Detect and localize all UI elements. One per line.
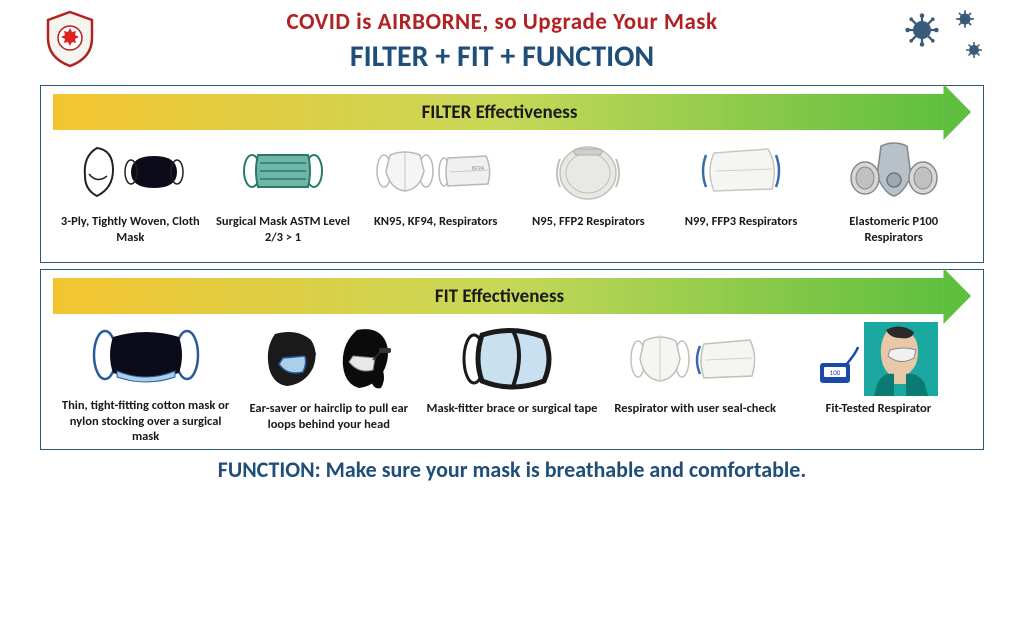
filter-arrow-label: FILTER Effectiveness: [422, 101, 578, 124]
n99-icon: [668, 136, 815, 208]
filter-effectiveness-arrow: FILTER Effectiveness: [53, 94, 971, 130]
fit-arrow-label: FIT Effectiveness: [435, 285, 564, 308]
surgical-mask-icon: [210, 136, 357, 208]
mask-label: 3-Ply, Tightly Woven, Cloth Mask: [57, 214, 204, 258]
masks4canada-logo: [40, 8, 100, 68]
virus-icon-cluster: [904, 8, 984, 68]
mask-item-n99: N99, FFP3 Respirators: [668, 136, 815, 258]
mask-label: N95, FFP2 Respirators: [532, 214, 645, 258]
mask-item-elastomeric: Elastomeric P100 Respirators: [820, 136, 967, 258]
fit-item-brace: Mask-fitter brace or surgical tape: [423, 323, 600, 445]
svg-text:KF94: KF94: [472, 164, 484, 172]
mask-label: Surgical Mask ASTM Level 2/3 > 1: [210, 214, 357, 258]
sealcheck-icon: [607, 323, 784, 395]
filter-section: FILTER Effectiveness 3-Ply, Tightly Wove…: [40, 85, 984, 263]
header: COVID is AIRBORNE, so Upgrade Your Mask …: [0, 0, 1024, 79]
fit-masks-row: Thin, tight-fitting cotton mask or nylon…: [53, 314, 971, 449]
mask-label: KN95, KF94, Respirators: [374, 214, 497, 258]
mask-label: Respirator with user seal-check: [614, 401, 776, 445]
mask-item-kn95: KF94 KN95, KF94, Respirators: [362, 136, 509, 258]
mask-item-n95: N95, FFP2 Respirators: [515, 136, 662, 258]
n95-icon: [515, 136, 662, 208]
mask-label: N99, FFP3 Respirators: [685, 214, 798, 258]
cloth-mask-icon: [57, 136, 204, 208]
kn95-icon: KF94: [362, 136, 509, 208]
title-main: COVID is AIRBORNE, so Upgrade Your Mask: [100, 8, 904, 36]
mask-brace-icon: [423, 323, 600, 395]
mask-label: Ear-saver or hairclip to pull ear loops …: [240, 401, 417, 445]
mask-item-cloth: 3-Ply, Tightly Woven, Cloth Mask: [57, 136, 204, 258]
title-sub: FILTER + FIT + FUNCTION: [100, 38, 904, 75]
fit-item-earsaver: Ear-saver or hairclip to pull ear loops …: [240, 323, 417, 445]
elastomeric-icon: [820, 136, 967, 208]
footer-text: FUNCTION: Make sure your mask is breatha…: [0, 456, 1024, 483]
header-titles: COVID is AIRBORNE, so Upgrade Your Mask …: [100, 8, 904, 75]
fit-item-nylon-over: Thin, tight-fitting cotton mask or nylon…: [57, 320, 234, 445]
mask-label: Thin, tight-fitting cotton mask or nylon…: [57, 398, 234, 445]
nylon-over-mask-icon: [57, 320, 234, 392]
fittested-icon: 100: [790, 323, 967, 395]
mask-item-surgical: Surgical Mask ASTM Level 2/3 > 1: [210, 136, 357, 258]
fit-item-fittested: 100 Fit-Tested Respirator: [790, 323, 967, 445]
fit-section: FIT Effectiveness Thin, tight-fitting co…: [40, 269, 984, 450]
earsaver-icon: [240, 323, 417, 395]
fit-item-sealcheck: Respirator with user seal-check: [607, 323, 784, 445]
mask-label: Fit-Tested Respirator: [826, 401, 932, 445]
fit-effectiveness-arrow: FIT Effectiveness: [53, 278, 971, 314]
filter-masks-row: 3-Ply, Tightly Woven, Cloth Mask Surgica…: [53, 130, 971, 262]
mask-label: Elastomeric P100 Respirators: [820, 214, 967, 258]
mask-label: Mask-fitter brace or surgical tape: [427, 401, 598, 445]
svg-text:100: 100: [830, 368, 841, 377]
